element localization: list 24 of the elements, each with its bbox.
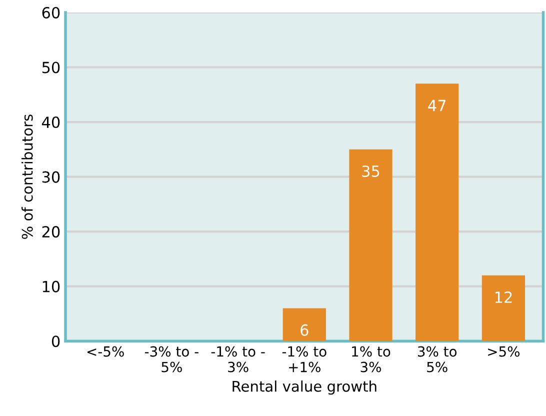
x-tick-label: >5% — [488, 346, 520, 357]
y-tick-label: 40 — [42, 116, 60, 128]
bar — [416, 84, 459, 342]
x-tick-label: 1% to 3% — [352, 346, 390, 372]
x-tick-label: -1% to +1% — [282, 346, 326, 372]
x-axis-title: Rental value growth — [232, 380, 376, 395]
x-tick-label: <-5% — [87, 346, 124, 357]
bar — [282, 308, 326, 342]
y-tick-label: 10 — [42, 280, 60, 292]
bar — [482, 275, 526, 342]
y-tick-label: 0 — [52, 336, 60, 348]
y-tick-label: 20 — [42, 226, 60, 238]
data-label: 12 — [495, 291, 512, 303]
x-tick-label: 3% to 5% — [418, 346, 457, 372]
data-label: 35 — [362, 165, 380, 178]
data-label: 47 — [428, 100, 446, 112]
y-axis-title: % of contributors — [22, 114, 33, 239]
x-tick-label: -3% to - 5% — [144, 346, 198, 372]
data-label: 6 — [300, 324, 308, 336]
y-tick-label: 50 — [42, 62, 60, 74]
x-tick-label: -1% to - 3% — [211, 346, 265, 372]
bar — [349, 149, 392, 342]
y-tick-label: 60 — [42, 6, 60, 18]
y-tick-label: 30 — [42, 171, 60, 183]
